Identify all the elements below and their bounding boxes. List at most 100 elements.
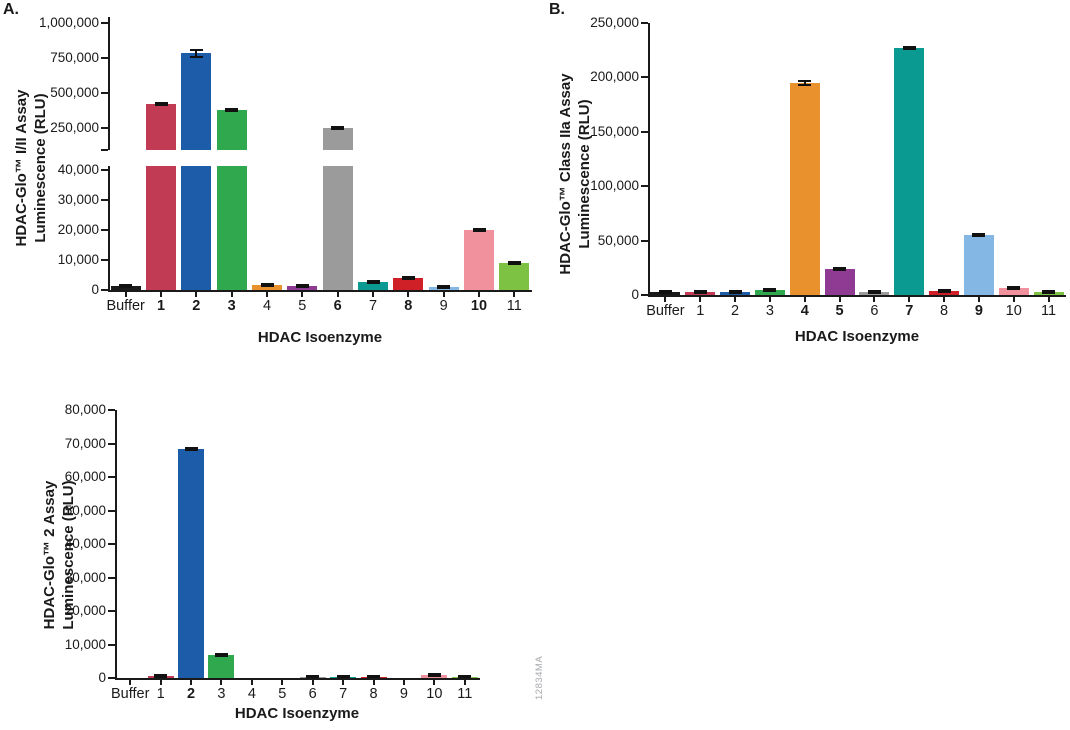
panel-a-y-tick-500000 [101,91,108,94]
panel-a-y-tick-label-10000: 10,000 [57,251,99,267]
panel-b-x-label-1: 1 [696,303,705,319]
panel-c-error-bar-10 [427,672,441,677]
panel-b-x-label-Buffer: Buffer [646,303,685,319]
panel-b-x-tick-6 [873,297,876,302]
panel-c-bar-2 [178,448,205,678]
panel-a-x-label-7: 7 [368,298,378,314]
panel-c-x-label-5: 5 [278,686,287,702]
panel-b-y-tick-label-100000: 100,000 [590,178,639,194]
panel-c-bar-3 [208,654,235,678]
panel-b-y-tick-label-250000: 250,000 [590,15,639,30]
panel-c-x-tick-9 [402,680,405,685]
panel-c-x-label-9: 9 [399,686,408,702]
panel-a-error-bar-9 [437,285,451,290]
panel-b-y-tick-200000 [641,76,648,79]
panel-c-x-label-11: 11 [457,686,473,702]
panel-a-y-tick-10000 [101,258,108,261]
panel-b-y-tick-label-200000: 200,000 [590,69,639,85]
panel-c-x-label-7: 7 [339,686,348,702]
panel-b-x-axis-title: HDAC Isoenzyme [794,328,920,345]
panel-a-x-label-Buffer: Buffer [106,298,145,314]
panel-a-y-tick-750000 [101,56,108,59]
panel-c-x-tick-11 [463,680,466,685]
panel-b-bar-4 [789,82,820,295]
panel-b-error-bar-3 [763,287,777,292]
panel-b-x-tick-2 [734,297,737,302]
panel-c-x-tick-6 [311,680,314,685]
panel-c-x-tick-8 [372,680,375,685]
panel-b-y-tick-250000 [641,22,648,24]
panel-a-bar-3 [216,166,247,290]
panel-a-error-bar-2 [189,49,203,58]
panel-b-x-tick-1 [699,297,702,302]
panel-b-x-label-3: 3 [765,303,774,319]
panel-b-x-axis-line [648,295,1066,297]
panel-c-y-tick-label-40000: 40,000 [64,536,106,551]
panel-c-x-tick-7 [342,680,345,685]
panel-c-x-label-3: 3 [217,686,226,702]
panel-a-letter: A. [3,1,19,18]
panel-c-y-tick-80000 [108,409,115,411]
panel-a-error-bar-Buffer [119,284,133,289]
panel-c-y-tick-30000 [108,576,115,579]
panel-b-x-tick-7 [908,297,911,302]
panel-b-y-tick-label-0: 0 [631,287,639,302]
panel-a-x-tick-10 [478,292,480,297]
panel-b-plot-segment-0 [648,23,1066,295]
panel-a-x-label-8: 8 [404,298,413,314]
panel-a-y-tick-label-30000: 30,000 [57,191,99,207]
panel-a-y-tick-250000 [101,126,108,129]
panel-a-bar-1 [146,166,176,290]
panel-b-y-tick-label-150000: 150,000 [590,123,639,139]
panel-b-error-bar-9 [972,233,986,238]
panel-a-error-bar-3 [225,108,239,113]
panel-a-y-tick-label-40000: 40,000 [57,161,99,177]
panel-c-y-tick-60000 [108,476,115,478]
panel-a-x-axis-title: HDAC Isoenzyme [257,329,383,346]
panel-b-x-tick-9 [977,297,980,302]
panel-c-y-tick-label-50000: 50,000 [64,502,106,518]
panel-a-bar-10 [464,229,494,290]
panel-c-y-tick-label-0: 0 [98,670,106,685]
panel-c-y-tick-label-60000: 60,000 [64,469,106,484]
panel-b-x-tick-5 [838,297,841,302]
panel-b-bar-8 [929,290,960,295]
panel-c-error-bar-3 [214,652,228,657]
panel-c-y-tick-70000 [108,442,115,445]
panel-a-x-label-1: 1 [156,298,166,314]
panel-a-x-tick-2 [195,292,198,297]
panel-c-error-bar-2 [184,446,198,451]
panel-a-x-tick-5 [301,292,304,297]
panel-c-x-label-Buffer: Buffer [110,686,150,702]
panel-a-y-tick-label-250000: 250,000 [50,119,99,135]
panel-a-x-tick-3 [230,292,233,297]
panel-b-letter: B. [549,1,565,18]
panel-a-plot-segment-1 [108,166,532,290]
panel-a-y-axis-line [108,17,110,150]
panel-a-error-bar-11 [507,260,521,265]
panel-b-error-bar-2 [728,289,742,294]
panel-a-y-tick-label-20000: 20,000 [57,221,99,237]
panel-b-x-tick-4 [803,297,806,302]
panel-c-x-label-8: 8 [369,686,378,702]
panel-c-x-tick-Buffer [129,680,132,685]
panel-a-bar-6 [322,128,353,150]
panel-c-y-tick-10000 [108,643,115,646]
panel-c-x-tick-10 [433,680,436,685]
panel-c-x-tick-1 [159,680,162,685]
panel-b-error-bar-5 [833,267,847,272]
panel-c-x-label-10: 10 [426,686,443,702]
panel-b-error-bar-6 [867,289,881,294]
panel-b-error-bar-4 [798,79,812,86]
panel-a-x-tick-11 [513,292,516,297]
panel-a-bar-7 [358,282,388,290]
panel-a-x-label-5: 5 [298,298,307,314]
panel-a-x-tick-6 [336,292,339,297]
panel-c-plot-segment-0 [115,410,480,678]
panel-a-x-tick-4 [266,292,268,297]
panel-c-x-label-6: 6 [308,686,317,702]
panel-a-y-tick-label-1000000: 1,000,000 [38,14,99,30]
panel-a-y-tick-1000000 [101,21,108,24]
panel-a-bar-11 [499,262,530,290]
panel-c-y-tick-label-20000: 20,000 [64,603,106,618]
